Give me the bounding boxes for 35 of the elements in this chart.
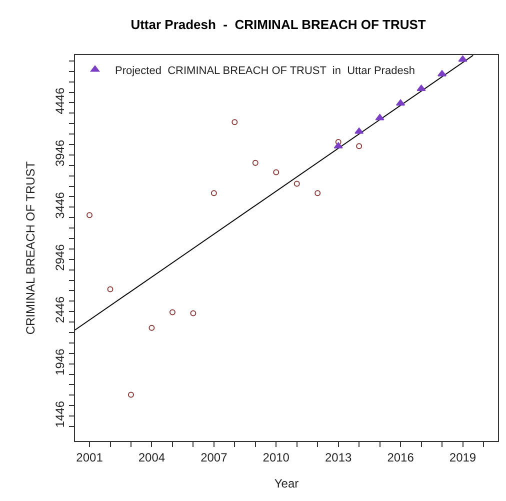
- y-tick-label: 4446: [53, 87, 68, 114]
- point: [396, 99, 406, 106]
- point: [210, 190, 217, 196]
- point: [335, 139, 342, 145]
- x-axis-title: Year: [274, 476, 299, 490]
- point: [273, 169, 280, 176]
- x-tick-label: 2004: [138, 450, 166, 464]
- point: [294, 180, 300, 187]
- point: [375, 114, 384, 120]
- x-tick-label: 2013: [324, 450, 352, 464]
- point: [169, 309, 176, 316]
- y-tick-label: 1946: [53, 348, 68, 376]
- point: [86, 212, 93, 218]
- y-tick-label: 1446: [53, 400, 68, 428]
- point: [190, 310, 196, 316]
- point: [314, 190, 321, 196]
- point: [148, 324, 155, 331]
- y-tick-label: 2446: [53, 296, 68, 324]
- x-tick-label: 2007: [200, 450, 228, 464]
- x-tick-label: 2001: [76, 450, 104, 464]
- y-tick-label: 3946: [53, 139, 68, 166]
- chart-title: Uttar Pradesh - CRIMINAL BREACH OF TRUST: [130, 17, 426, 32]
- point: [232, 119, 238, 126]
- point: [128, 392, 134, 398]
- legend-label: Projected CRIMINAL BREACH OF TRUST in Uttar Pradesh: [115, 64, 415, 77]
- y-tick-label: 2946: [53, 244, 68, 271]
- point: [458, 55, 468, 62]
- y-axis-title: CRIMINAL BREACH OF TRUST: [24, 160, 38, 335]
- y-tick-label: 3446: [53, 192, 68, 219]
- point: [356, 143, 362, 150]
- x-tick-label: 2010: [262, 450, 290, 464]
- x-tick-label: 2016: [387, 450, 414, 464]
- point: [252, 160, 258, 166]
- point: [107, 286, 114, 292]
- x-tick-label: 2019: [449, 450, 476, 464]
